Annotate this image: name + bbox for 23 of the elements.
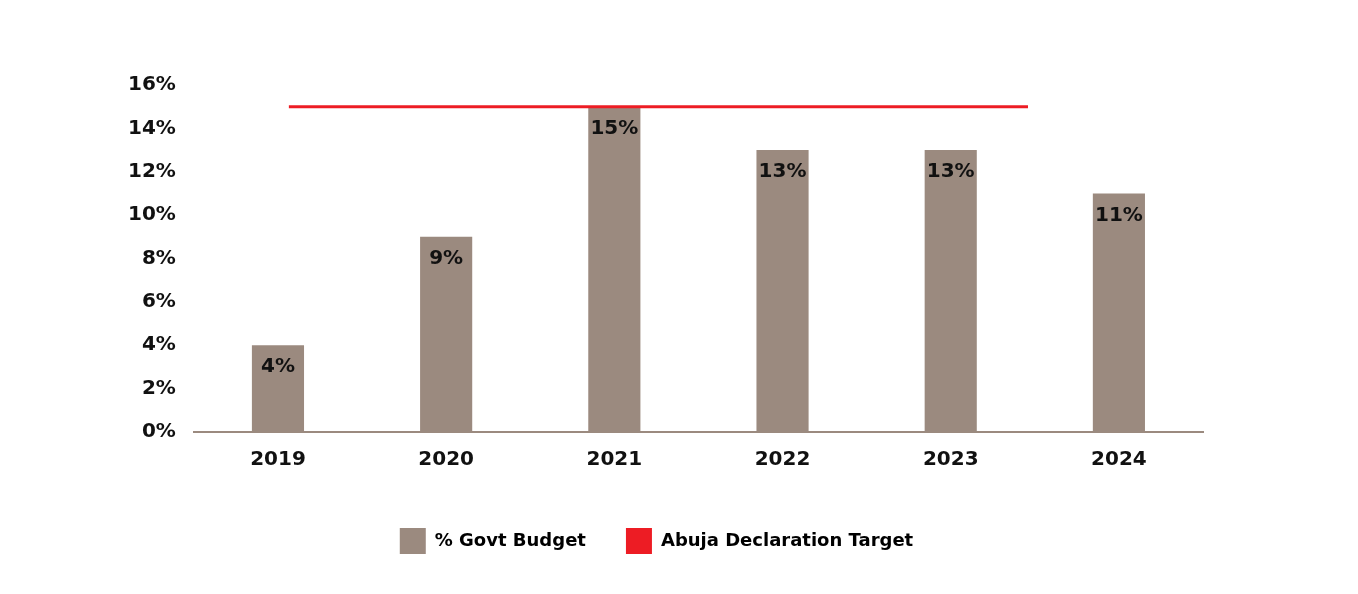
y-tick-label: 2% bbox=[141, 374, 176, 399]
x-tick-label: 2024 bbox=[1091, 446, 1147, 471]
x-tick-label: 2022 bbox=[754, 446, 811, 471]
x-tick-label: 2023 bbox=[922, 446, 979, 471]
text: 13% bbox=[758, 158, 807, 183]
y-tick-label: 16% bbox=[128, 71, 176, 96]
x-tick-label: 2021 bbox=[586, 446, 643, 471]
y-tick-label: 0% bbox=[141, 418, 176, 443]
text: 15% bbox=[590, 114, 639, 139]
text: 4% bbox=[260, 353, 295, 378]
x-tick-label: 2020 bbox=[418, 446, 474, 471]
text: 9% bbox=[429, 245, 464, 270]
legend-label: % Govt Budget bbox=[434, 528, 587, 550]
y-tick-label: 10% bbox=[128, 201, 176, 226]
text: 11% bbox=[1094, 201, 1143, 226]
y-tick-label: 14% bbox=[128, 114, 176, 139]
legend-label: Abuja Declaration Target bbox=[660, 528, 914, 550]
y-tick-label: 6% bbox=[141, 288, 176, 313]
y-tick-label: 8% bbox=[141, 244, 176, 269]
y-tick-label: 12% bbox=[128, 157, 176, 182]
y-tick-label: 4% bbox=[141, 331, 176, 356]
x-tick-label: 2019 bbox=[250, 446, 306, 471]
text: 13% bbox=[926, 158, 975, 183]
